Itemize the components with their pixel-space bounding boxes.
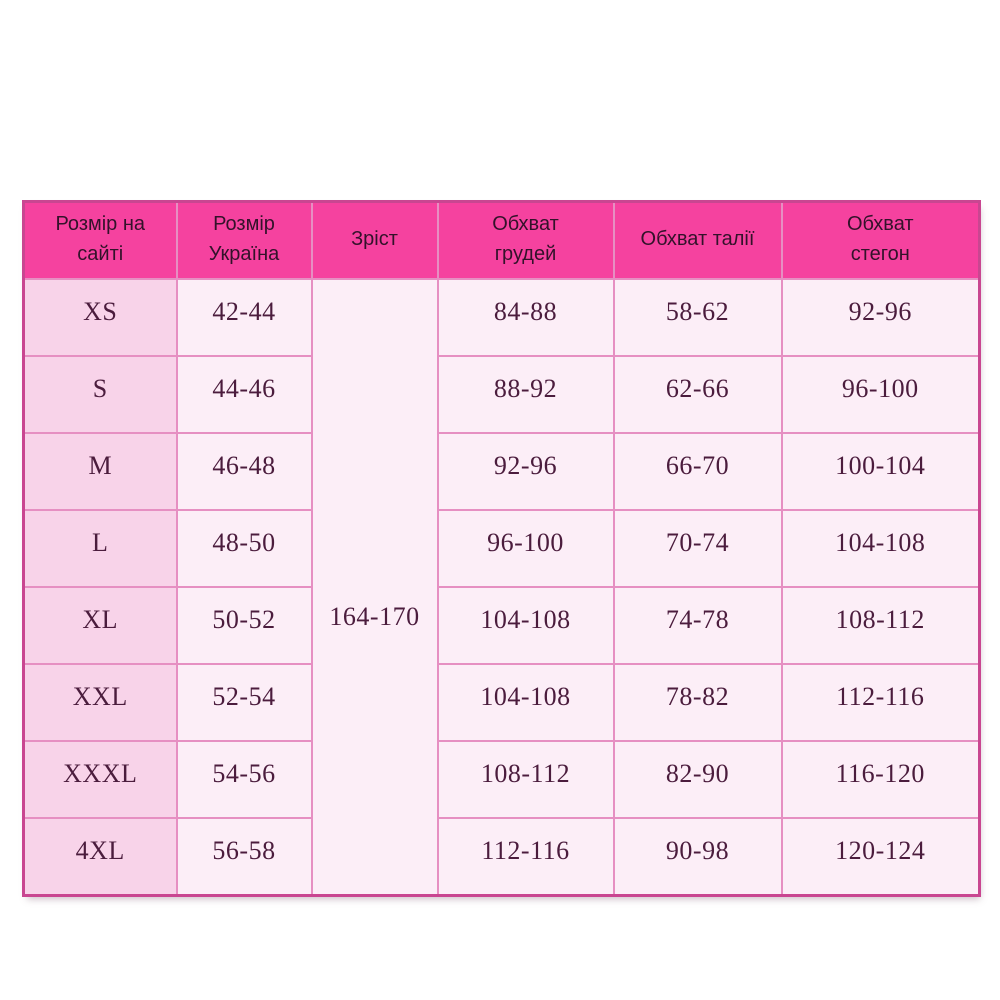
size-chart-table: Розмір на сайті Розмір Україна Зріст Обх…	[22, 200, 981, 897]
cell-hips: 92-96	[780, 278, 981, 357]
column-header-site-size-label: Розмір на сайті	[55, 212, 146, 265]
table-row-xxl: XXL 52-54 104-108 78-82 112-116	[22, 663, 981, 742]
cell-site-size: L	[22, 509, 178, 588]
table-header-row: Розмір на сайті Розмір Україна Зріст Обх…	[22, 200, 981, 280]
cell-waist: 82-90	[612, 740, 783, 819]
cell-waist: 58-62	[612, 278, 783, 357]
cell-chest: 92-96	[436, 432, 615, 511]
cell-hips: 100-104	[780, 432, 981, 511]
cell-chest: 88-92	[436, 355, 615, 434]
height-value: 164-170	[329, 602, 420, 631]
cell-ua-size: 42-44	[175, 278, 313, 357]
column-header-waist-label: Обхват талії	[640, 227, 755, 250]
cell-chest: 112-116	[436, 817, 615, 897]
cell-hips: 112-116	[780, 663, 981, 742]
table-row-xs: XS 42-44 164-170 84-88 58-62 92-96	[22, 278, 981, 897]
cell-ua-size: 56-58	[175, 817, 313, 897]
cell-hips: 120-124	[780, 817, 981, 897]
cell-site-size: XL	[22, 586, 178, 665]
cell-site-size: 4XL	[22, 817, 178, 897]
cell-ua-size: 46-48	[175, 432, 313, 511]
table-row-4xl: 4XL 56-58 112-116 90-98 120-124	[22, 817, 981, 897]
column-header-ua-size: Розмір Україна	[175, 200, 313, 280]
cell-waist: 90-98	[612, 817, 783, 897]
cell-hips: 108-112	[780, 586, 981, 665]
cell-hips: 116-120	[780, 740, 981, 819]
cell-chest: 84-88	[436, 278, 615, 357]
cell-hips: 104-108	[780, 509, 981, 588]
cell-chest: 104-108	[436, 663, 615, 742]
cell-hips: 96-100	[780, 355, 981, 434]
column-header-hips-label: Обхват стегон	[846, 212, 914, 265]
column-header-chest-label: Обхват грудей	[492, 212, 559, 265]
cell-chest: 96-100	[436, 509, 615, 588]
cell-ua-size: 54-56	[175, 740, 313, 819]
cell-waist: 70-74	[612, 509, 783, 588]
cell-height-merged: 164-170	[310, 278, 439, 897]
table-row-xxxl: XXXL 54-56 108-112 82-90 116-120	[22, 740, 981, 819]
cell-site-size: M	[22, 432, 178, 511]
column-header-site-size: Розмір на сайті	[22, 200, 178, 280]
table-row-m: M 46-48 92-96 66-70 100-104	[22, 432, 981, 511]
cell-chest: 104-108	[436, 586, 615, 665]
column-header-height: Зріст	[310, 200, 439, 280]
cell-waist: 74-78	[612, 586, 783, 665]
cell-site-size: XXL	[22, 663, 178, 742]
column-header-chest: Обхват грудей	[436, 200, 615, 280]
cell-waist: 78-82	[612, 663, 783, 742]
column-header-height-label: Зріст	[351, 227, 398, 250]
table-row-l: L 48-50 96-100 70-74 104-108	[22, 509, 981, 588]
column-header-hips: Обхват стегон	[780, 200, 981, 280]
cell-site-size: XXXL	[22, 740, 178, 819]
cell-site-size: S	[22, 355, 178, 434]
table-row-xl: XL 50-52 104-108 74-78 108-112	[22, 586, 981, 665]
cell-ua-size: 48-50	[175, 509, 313, 588]
column-header-ua-size-label: Розмір Україна	[208, 212, 280, 265]
cell-ua-size: 52-54	[175, 663, 313, 742]
cell-waist: 62-66	[612, 355, 783, 434]
cell-ua-size: 50-52	[175, 586, 313, 665]
cell-chest: 108-112	[436, 740, 615, 819]
cell-site-size: XS	[22, 278, 178, 357]
column-header-waist: Обхват талії	[612, 200, 783, 280]
table-row-s: S 44-46 88-92 62-66 96-100	[22, 355, 981, 434]
cell-waist: 66-70	[612, 432, 783, 511]
cell-ua-size: 44-46	[175, 355, 313, 434]
